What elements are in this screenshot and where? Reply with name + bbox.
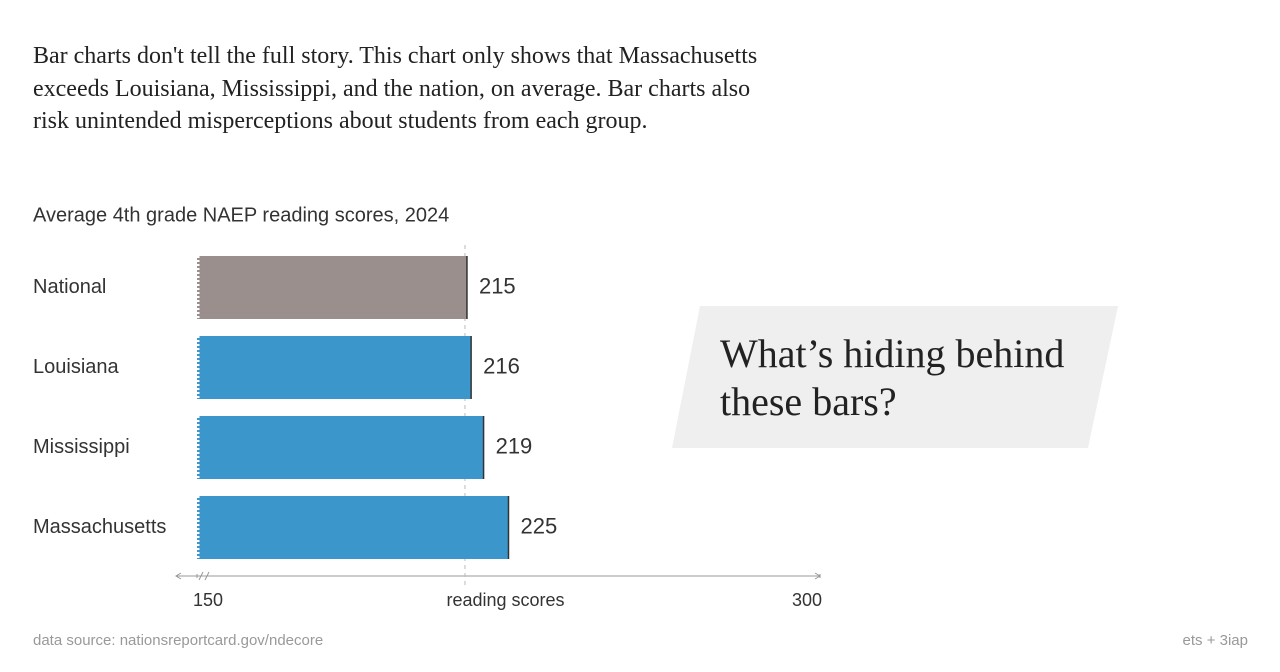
category-label: Massachusetts [33, 516, 166, 538]
credit: ets + 3iap [1182, 632, 1248, 649]
chart-title: Average 4th grade NAEP reading scores, 2… [33, 204, 449, 226]
x-tick-label: 150 [193, 590, 223, 610]
callout-box [672, 306, 1118, 448]
bar [197, 416, 484, 479]
value-label: 219 [496, 433, 533, 458]
value-label: 215 [479, 273, 516, 298]
category-label: Louisiana [33, 356, 120, 378]
axis-arrow [175, 572, 182, 580]
value-label: 225 [521, 513, 558, 538]
x-axis-label: reading scores [446, 590, 564, 610]
value-label: 216 [483, 353, 520, 378]
x-tick-label: 300 [792, 590, 822, 610]
bar [197, 256, 467, 319]
category-label: Mississippi [33, 436, 130, 458]
source: data source: nationsreportcard.gov/ndeco… [33, 632, 324, 649]
category-label: National [33, 276, 106, 298]
bar [197, 496, 509, 559]
bar [197, 336, 472, 399]
axis-break [198, 571, 210, 581]
intro-text: Bar charts don't tell the full story. Th… [33, 43, 758, 134]
callout-text: What’s hiding behind these bars? [720, 331, 1065, 424]
